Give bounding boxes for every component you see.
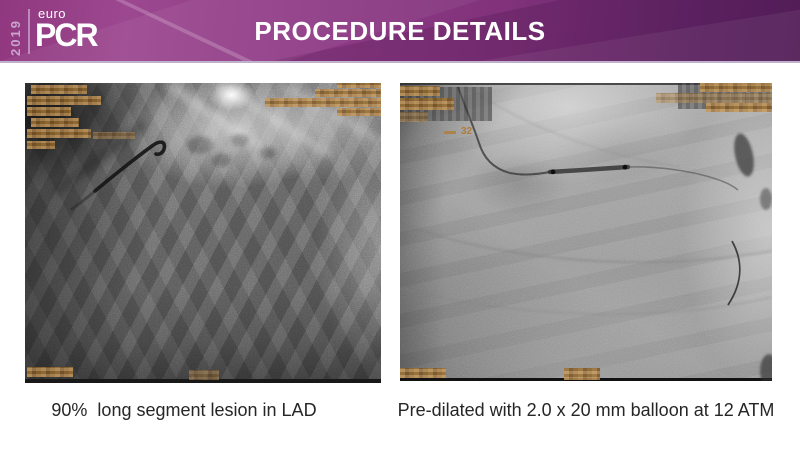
balloon-marker-proximal: [550, 169, 556, 175]
redaction-block: [400, 368, 446, 378]
redaction-block: [265, 98, 381, 107]
redaction-block: [706, 103, 772, 112]
angiogram-lesion-image: [25, 83, 381, 383]
wire-loop: [727, 240, 741, 306]
logo-separator: [28, 9, 30, 54]
redaction-block: [27, 129, 91, 138]
logo-pcr: PCR: [35, 17, 99, 53]
redaction-block: [337, 83, 381, 88]
balloon-marker-distal: [622, 164, 628, 170]
caption-right-balloon: Pre-dilated with 2.0 x 20 mm balloon at …: [397, 400, 775, 420]
redaction-block: [337, 108, 381, 116]
page-title: PROCEDURE DETAILS: [254, 16, 546, 46]
caption-left-lesion: 90% long segment lesion in LAD: [51, 400, 317, 420]
angiogram-left-anatomy: [52, 83, 381, 211]
redaction-block: [564, 368, 600, 380]
redaction-block: [400, 98, 454, 110]
angiogram-balloon-image: 32: [400, 83, 772, 381]
redaction-block: [400, 86, 440, 96]
redaction-block: [189, 370, 219, 380]
redaction-block: [93, 132, 135, 139]
logo-euro: euro: [38, 6, 67, 21]
redaction-block: [27, 367, 73, 377]
europcr-logo: 2019 euro PCR: [8, 6, 99, 56]
frame-label-dash: [444, 131, 456, 134]
redaction-block: [27, 141, 55, 149]
slide-header: 2019 euro PCR PROCEDURE DETAILS: [0, 0, 800, 63]
catheter-guidewire-faint: [70, 189, 97, 211]
redaction-block: [27, 107, 71, 116]
guidewire-distal: [627, 166, 739, 191]
balloon-catheter: [547, 164, 631, 175]
redaction-block: [31, 118, 79, 127]
redaction-block: [656, 93, 772, 103]
redaction-block: [31, 85, 87, 94]
redaction-block: [315, 89, 381, 97]
redaction-block: [400, 112, 428, 122]
redaction-block: [700, 83, 772, 92]
frame-number-label: 32: [461, 126, 473, 137]
redaction-block: [27, 96, 101, 105]
logo-text: euro PCR: [35, 6, 99, 56]
angiogram-right-anatomy: [400, 83, 772, 381]
vessel-shadows: [187, 134, 276, 167]
